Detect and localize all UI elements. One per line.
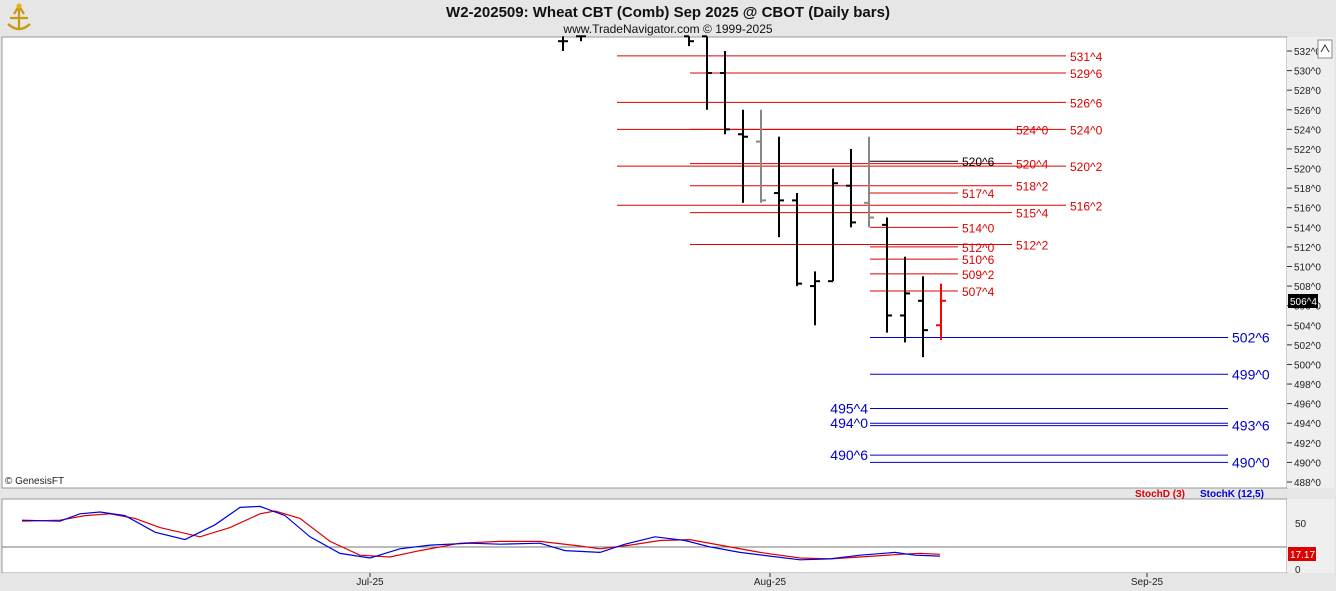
chart-title: W2-202509: Wheat CBT (Comb) Sep 2025 @ C… — [446, 4, 890, 21]
last-price-tag: 506^4 — [1288, 294, 1318, 308]
time-tick-label: Jul-25 — [356, 577, 384, 588]
level-label: 515^4 — [1016, 207, 1049, 221]
price-panel[interactable] — [1, 36, 1288, 489]
price-tick-label: 488^0 — [1294, 478, 1321, 489]
axis-scroll-button[interactable] — [1317, 39, 1333, 59]
price-tick-label: 498^0 — [1294, 380, 1321, 391]
price-tick-label: 514^0 — [1294, 223, 1321, 234]
indicator-tick-label: 50 — [1295, 519, 1307, 530]
level-label: 529^6 — [1070, 67, 1103, 81]
price-tick-label: 494^0 — [1294, 419, 1321, 430]
indicator-axis-ticks: 50 0 — [1295, 519, 1307, 576]
ohlc-bar — [936, 283, 946, 340]
level-label: 520^6 — [962, 155, 995, 169]
ohlc-bar — [900, 256, 910, 343]
copyright-label: © GenesisFT — [5, 476, 64, 487]
ohlc-bar — [738, 109, 748, 203]
ohlc-bar — [720, 51, 730, 135]
price-tick-label: 518^0 — [1294, 184, 1321, 195]
level-label: 499^0 — [1232, 366, 1270, 382]
stoch-last-label: 17.17 — [1290, 550, 1315, 561]
time-tick-label: Aug-25 — [754, 577, 787, 588]
price-tick-label: 532^0 — [1294, 47, 1321, 58]
price-tick-label: 524^0 — [1294, 125, 1321, 136]
level-label: 490^0 — [1232, 454, 1270, 470]
ohlc-bar — [792, 193, 802, 287]
price-tick-label: 528^0 — [1294, 86, 1321, 97]
ohlc-bar — [684, 35, 694, 47]
level-label: 531^4 — [1070, 50, 1103, 64]
stoch-last-tag: 17.17 — [1288, 547, 1316, 561]
price-tick-label: 516^0 — [1294, 204, 1321, 215]
price-tick-label: 500^0 — [1294, 360, 1321, 371]
level-label: 520^4 — [1016, 158, 1049, 172]
level-label: 524^0 — [1016, 123, 1049, 137]
ohlc-bar — [558, 36, 568, 51]
price-tick-label: 510^0 — [1294, 263, 1321, 274]
legend-stoch-d: StochD (3) — [1135, 489, 1185, 500]
level-label: 512^0 — [962, 241, 995, 255]
price-tick-label: 504^0 — [1294, 321, 1321, 332]
indicator-panel[interactable] — [1, 498, 1288, 574]
level-label: 495^4 — [830, 401, 868, 417]
ohlc-bar — [702, 35, 712, 110]
chart-subtitle: www.TradeNavigator.com © 1999-2025 — [562, 22, 772, 36]
ohlc-bar — [774, 136, 784, 238]
price-tick-label: 530^0 — [1294, 67, 1321, 78]
level-label: 494^0 — [830, 415, 868, 431]
price-tick-label: 508^0 — [1294, 282, 1321, 293]
chevron-up-icon — [1320, 43, 1330, 53]
level-label: 514^0 — [962, 221, 995, 235]
level-label: 502^6 — [1232, 330, 1270, 346]
level-label: 493^6 — [1232, 418, 1270, 434]
stoch-series-line — [21, 505, 941, 561]
ohlc-bar — [576, 35, 586, 42]
ohlc-bar — [918, 276, 928, 358]
ohlc-bar — [756, 109, 766, 203]
level-label: 507^4 — [962, 285, 995, 299]
ohlc-bar — [882, 217, 892, 333]
stochastic-lines — [21, 505, 941, 561]
indicator-tick-label: 0 — [1295, 565, 1301, 576]
level-label: 490^6 — [830, 447, 868, 463]
level-label: 510^6 — [962, 253, 995, 267]
trade-navigator-logo-icon — [4, 3, 34, 34]
time-axis — [2, 573, 1287, 591]
last-price-label: 506^4 — [1290, 297, 1317, 308]
indicator-axis — [1287, 499, 1334, 573]
price-tick-label: 520^0 — [1294, 165, 1321, 176]
ohlc-bar — [846, 148, 856, 228]
level-label: 512^2 — [1016, 238, 1049, 252]
level-label: 518^2 — [1016, 180, 1049, 194]
price-tick-label: 496^0 — [1294, 400, 1321, 411]
price-axis — [1287, 37, 1334, 488]
level-label: 509^2 — [962, 268, 995, 282]
level-label: 520^2 — [1070, 160, 1103, 174]
price-tick-label: 512^0 — [1294, 243, 1321, 254]
level-label: 526^6 — [1070, 96, 1103, 110]
price-tick-label: 492^0 — [1294, 439, 1321, 450]
level-label: 517^4 — [962, 187, 995, 201]
price-axis-ticks: 532^0 530^0 528^0 526^0 524^0 522^0 520^0 518^0… — [1287, 47, 1321, 489]
price-tick-label: 490^0 — [1294, 458, 1321, 469]
level-label: 524^0 — [1070, 123, 1103, 137]
ohlc-bar — [828, 168, 838, 283]
ohlc-bars — [558, 35, 946, 358]
ohlc-bar — [864, 136, 874, 228]
price-tick-label: 526^0 — [1294, 106, 1321, 117]
time-axis-ticks: Jul-25 Aug-25 Sep-25 — [356, 573, 1164, 588]
price-tick-label: 502^0 — [1294, 341, 1321, 352]
time-tick-label: Sep-25 — [1131, 577, 1164, 588]
price-tick-label: 522^0 — [1294, 145, 1321, 156]
level-label: 516^2 — [1070, 199, 1103, 213]
legend-stoch-k: StochK (12,5) — [1200, 489, 1264, 500]
ohlc-bar — [810, 271, 820, 326]
